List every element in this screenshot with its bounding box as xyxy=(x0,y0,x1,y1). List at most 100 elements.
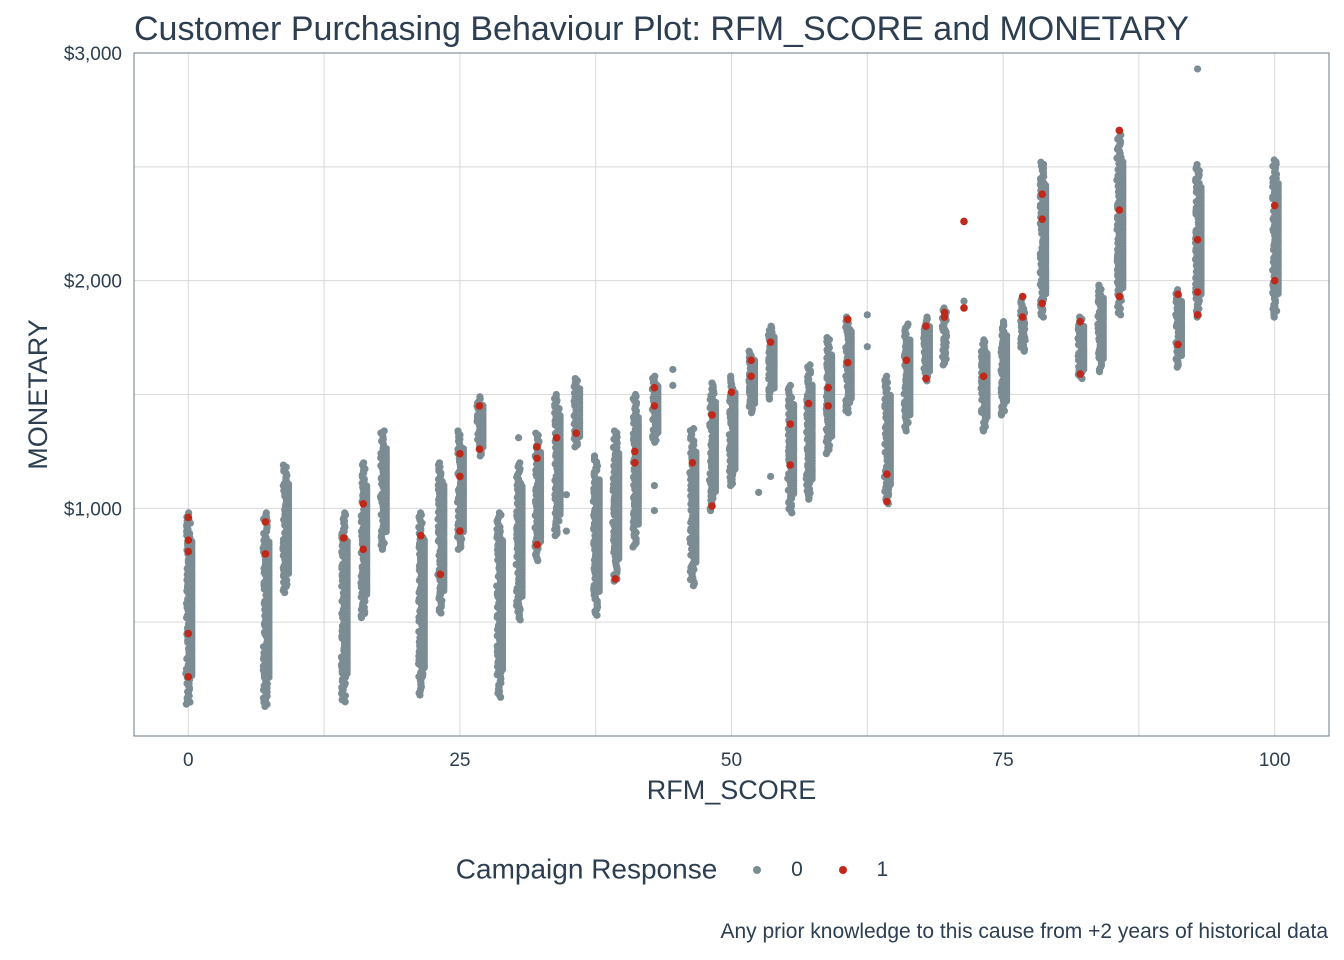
data-point xyxy=(434,481,442,489)
data-point xyxy=(1017,333,1025,341)
x-tick-label: 100 xyxy=(1259,750,1291,771)
legend-item-0: 0 xyxy=(753,858,803,882)
x-tick-label: 50 xyxy=(721,750,742,771)
data-point xyxy=(435,459,444,467)
data-point xyxy=(745,347,753,355)
data-point-response xyxy=(631,447,639,456)
data-point xyxy=(262,509,270,517)
data-point xyxy=(806,361,814,369)
data-point-response xyxy=(1038,215,1046,223)
data-point-response xyxy=(843,358,852,367)
data-point xyxy=(514,434,523,442)
data-point-response xyxy=(922,374,930,383)
data-point xyxy=(493,582,501,590)
data-point xyxy=(615,449,623,458)
data-point xyxy=(1193,160,1201,169)
data-point-response xyxy=(650,402,659,410)
data-point xyxy=(692,448,700,456)
data-point xyxy=(360,459,368,467)
data-point xyxy=(589,497,597,505)
legend-label-1: 1 xyxy=(876,857,889,881)
data-point xyxy=(942,355,950,363)
data-point xyxy=(382,445,390,453)
legend-dot-1 xyxy=(838,866,847,875)
data-point xyxy=(495,509,504,517)
data-point xyxy=(380,427,388,435)
data-point xyxy=(279,461,288,469)
data-point-response xyxy=(766,338,775,346)
data-point xyxy=(786,381,795,389)
data-point xyxy=(454,427,462,435)
x-tick-label: 25 xyxy=(449,750,470,771)
data-point-response xyxy=(184,513,193,522)
data-point xyxy=(341,509,349,517)
data-point xyxy=(512,560,520,569)
data-point xyxy=(650,507,658,515)
data-point-response xyxy=(339,534,348,542)
data-point xyxy=(863,343,871,351)
data-point xyxy=(590,452,599,460)
data-point xyxy=(690,425,698,433)
data-point xyxy=(570,382,578,391)
data-point xyxy=(265,538,273,546)
x-tick-label: 0 xyxy=(183,750,194,771)
data-point xyxy=(434,515,442,523)
data-point xyxy=(906,336,914,344)
data-point xyxy=(669,381,677,389)
data-point-response xyxy=(940,308,949,317)
data-point-response xyxy=(786,461,794,469)
data-point xyxy=(357,572,365,580)
data-point xyxy=(536,448,545,456)
data-point xyxy=(1119,158,1127,166)
data-point-response xyxy=(611,575,620,583)
data-point xyxy=(183,679,191,687)
data-point-response xyxy=(650,383,659,392)
data-point-response xyxy=(184,547,193,556)
data-point xyxy=(453,498,462,506)
data-point xyxy=(610,427,619,435)
data-point xyxy=(999,318,1008,326)
data-point xyxy=(790,400,798,409)
data-point xyxy=(755,488,763,496)
data-point-response xyxy=(533,540,541,549)
data-point-response xyxy=(359,545,368,554)
data-point xyxy=(357,579,365,587)
data-point-response xyxy=(883,497,891,506)
data-point-response xyxy=(1076,370,1085,378)
data-point xyxy=(284,480,293,488)
data-point xyxy=(262,681,270,690)
data-point xyxy=(1037,158,1045,166)
data-point-response xyxy=(1174,290,1182,299)
data-point xyxy=(1269,174,1277,182)
data-point-response xyxy=(804,399,813,408)
legend-label-0: 0 xyxy=(791,857,803,881)
data-point xyxy=(886,391,894,400)
data-point-response xyxy=(727,388,736,397)
chart-title: Customer Purchasing Behaviour Plot: RFM_… xyxy=(134,10,1190,48)
data-point-response xyxy=(1193,311,1202,319)
data-point-response xyxy=(1193,288,1202,296)
x-axis-title: RFM_SCORE xyxy=(647,775,817,805)
data-point xyxy=(414,660,423,668)
x-tick-label: 75 xyxy=(993,750,1014,771)
legend-item-1: 1 xyxy=(838,857,889,882)
data-point-response xyxy=(688,459,697,467)
data-point xyxy=(613,443,621,451)
data-point xyxy=(498,536,507,545)
data-point-response xyxy=(1174,340,1182,349)
y-tick-label: $2,000 xyxy=(64,272,122,293)
data-point xyxy=(767,472,775,481)
data-point xyxy=(883,372,891,380)
data-point-response xyxy=(1018,292,1027,301)
data-point xyxy=(416,509,425,517)
data-point xyxy=(363,482,371,490)
data-point xyxy=(669,365,677,374)
data-point xyxy=(960,297,968,305)
data-point xyxy=(562,527,570,535)
data-point-response xyxy=(184,629,193,638)
data-point-response xyxy=(475,445,484,453)
data-point xyxy=(727,372,735,380)
data-point xyxy=(476,393,484,401)
data-point xyxy=(904,320,912,328)
